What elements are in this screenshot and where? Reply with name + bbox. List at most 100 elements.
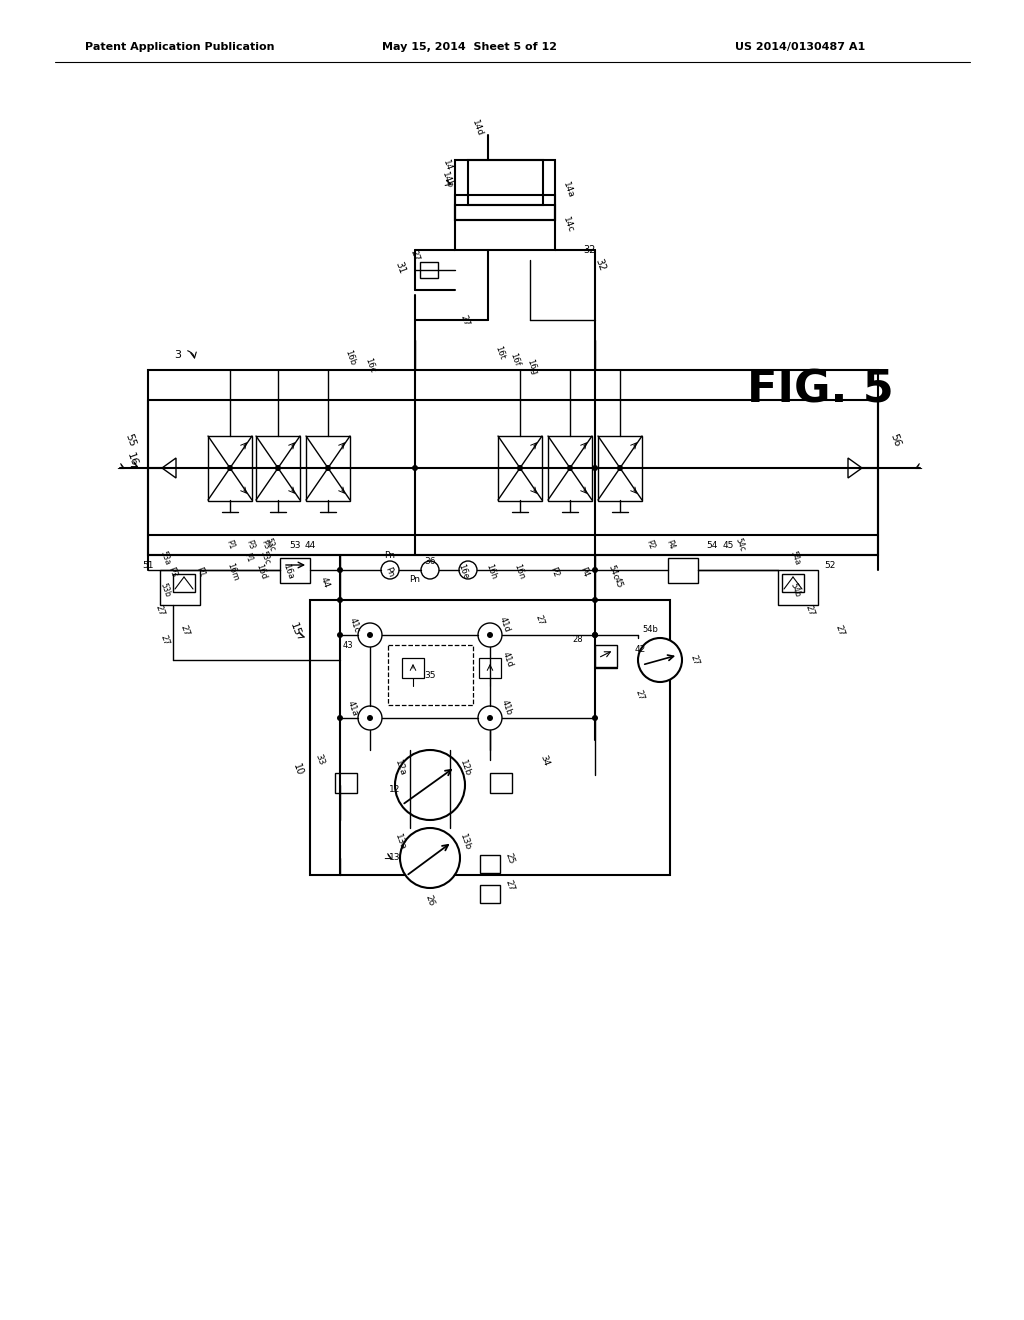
Bar [778, 570, 818, 605]
Text: 41d: 41d [501, 651, 515, 669]
Text: 3: 3 [174, 350, 181, 360]
Text: 16e: 16e [456, 564, 470, 581]
Bar [455, 195, 555, 220]
Bar [173, 574, 195, 591]
Text: 27: 27 [504, 878, 516, 892]
Text: 53b: 53b [159, 582, 172, 598]
Circle shape [592, 465, 598, 471]
Polygon shape [848, 458, 862, 478]
Text: 32: 32 [593, 257, 607, 272]
Text: 14a: 14a [561, 181, 575, 199]
Text: FIG. 5: FIG. 5 [746, 368, 893, 412]
Bar [455, 205, 555, 249]
Circle shape [592, 597, 598, 603]
Polygon shape [162, 458, 176, 478]
Text: 53a: 53a [159, 549, 172, 566]
Text: 54: 54 [707, 540, 718, 549]
Text: 16b: 16b [343, 348, 357, 367]
Circle shape [592, 632, 598, 638]
Bar [256, 436, 300, 502]
Text: 27: 27 [689, 653, 701, 667]
Text: Pn: Pn [410, 576, 421, 585]
Bar [548, 436, 592, 502]
Text: P4: P4 [665, 539, 676, 550]
Text: 33: 33 [313, 752, 327, 767]
Circle shape [325, 465, 331, 471]
Text: P1: P1 [194, 565, 206, 578]
Text: 12b: 12b [458, 759, 472, 777]
Text: 36: 36 [424, 557, 436, 566]
Circle shape [617, 465, 623, 471]
Text: 53c: 53c [263, 537, 276, 553]
Text: 44: 44 [304, 540, 315, 549]
Text: 41c: 41c [348, 616, 361, 634]
Text: Pn: Pn [383, 565, 395, 578]
Circle shape [592, 715, 598, 721]
Text: 27: 27 [409, 248, 421, 261]
Circle shape [478, 623, 502, 647]
Text: 27: 27 [534, 614, 546, 627]
Bar [306, 436, 350, 502]
Text: 16n: 16n [512, 562, 526, 581]
Text: US 2014/0130487 A1: US 2014/0130487 A1 [735, 42, 865, 51]
Text: P4: P4 [578, 565, 590, 578]
Text: P3: P3 [259, 539, 271, 550]
Text: May 15, 2014  Sheet 5 of 12: May 15, 2014 Sheet 5 of 12 [383, 42, 557, 51]
Bar [160, 570, 200, 605]
Text: 16d: 16d [254, 562, 268, 581]
Bar [280, 558, 310, 583]
Text: 56: 56 [888, 432, 902, 447]
Text: 27: 27 [804, 603, 816, 616]
Circle shape [400, 828, 460, 888]
Text: 43: 43 [343, 640, 353, 649]
Text: 28: 28 [572, 635, 584, 644]
Bar [455, 160, 555, 220]
Text: 27: 27 [459, 313, 471, 327]
Text: 27: 27 [634, 689, 646, 701]
Text: 13: 13 [389, 854, 400, 862]
Text: 16m: 16m [225, 561, 240, 582]
Circle shape [487, 715, 493, 721]
Circle shape [421, 561, 439, 579]
Text: 41d: 41d [498, 616, 512, 634]
Text: 10: 10 [291, 763, 305, 777]
Text: 26: 26 [424, 894, 436, 907]
Bar [310, 601, 670, 875]
Text: 14d: 14d [470, 119, 484, 137]
Text: 32: 32 [584, 246, 596, 255]
Bar [595, 645, 617, 667]
Bar [388, 645, 473, 705]
Text: 16h: 16h [484, 562, 498, 581]
Text: 27: 27 [834, 623, 846, 636]
Text: 54c: 54c [733, 537, 746, 553]
Circle shape [638, 638, 682, 682]
Text: 42: 42 [635, 645, 645, 655]
Text: 16a: 16a [282, 564, 295, 581]
Text: 27: 27 [179, 623, 191, 636]
Circle shape [478, 706, 502, 730]
Bar [498, 436, 542, 502]
Text: 53c: 53c [258, 550, 271, 566]
Bar [402, 657, 424, 678]
Text: 13b: 13b [458, 833, 472, 851]
Circle shape [592, 568, 598, 573]
Text: 41a: 41a [346, 700, 359, 717]
Text: Patent Application Publication: Patent Application Publication [85, 42, 274, 51]
Text: 55: 55 [123, 432, 137, 447]
Bar [479, 657, 501, 678]
Circle shape [412, 465, 418, 471]
Text: 27: 27 [154, 603, 166, 616]
Bar [480, 855, 500, 873]
Circle shape [227, 465, 233, 471]
Text: P3: P3 [166, 565, 178, 578]
Circle shape [395, 750, 465, 820]
Text: 12a: 12a [393, 759, 408, 777]
Text: 14c: 14c [561, 215, 575, 234]
Text: 54b: 54b [642, 626, 658, 635]
Text: 54b: 54b [788, 582, 802, 598]
Text: 35: 35 [424, 671, 436, 680]
Text: 16t: 16t [494, 345, 507, 362]
Text: Pn: Pn [384, 550, 395, 560]
Circle shape [337, 597, 343, 603]
Text: 27: 27 [159, 634, 171, 647]
